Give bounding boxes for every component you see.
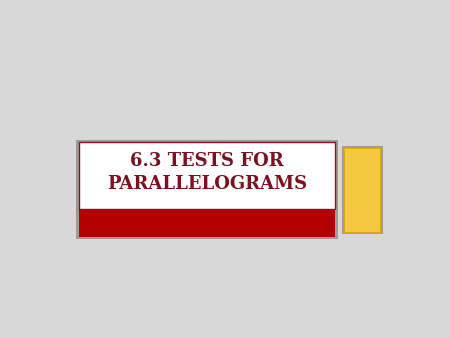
- Text: 6.3 TESTS FOR: 6.3 TESTS FOR: [130, 152, 284, 170]
- Bar: [342, 146, 383, 234]
- Text: PARALLELOGRAMS: PARALLELOGRAMS: [107, 175, 307, 193]
- Bar: [79, 142, 335, 209]
- Bar: [79, 209, 335, 237]
- Bar: [76, 140, 338, 239]
- Bar: [344, 148, 381, 233]
- Bar: [79, 142, 335, 209]
